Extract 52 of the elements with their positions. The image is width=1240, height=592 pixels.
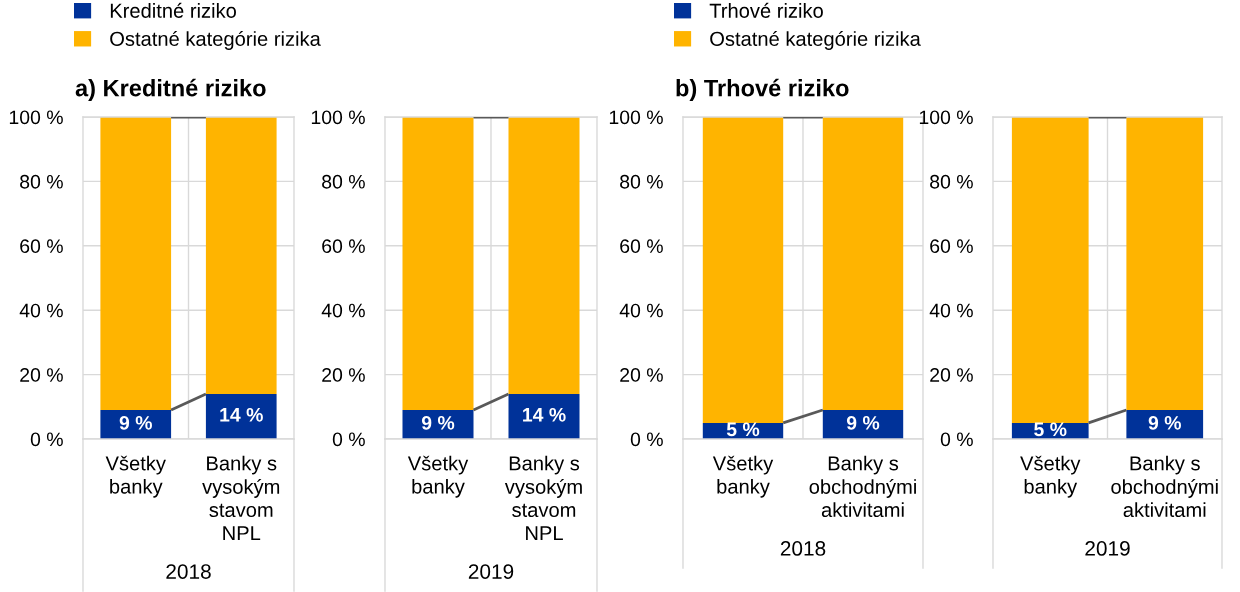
y-tick-label: 80 %: [322, 174, 365, 189]
y-tick-label: 0 %: [940, 432, 973, 447]
x-tick-label: Banky s vysokým stavom NPL: [504, 455, 582, 541]
y-tick-label: 80 %: [930, 174, 973, 189]
legend-label: Ostatné kategórie rizika: [110, 30, 321, 50]
x-tick-label: Banky s vysokým stavom NPL: [202, 455, 280, 541]
y-tick-label: 100 %: [609, 110, 663, 125]
y-tick-label: 100 %: [311, 110, 365, 125]
y-tick-label: 80 %: [20, 174, 63, 189]
x-tick-label: Všetky banky: [407, 455, 469, 498]
data-label: 9 %: [119, 415, 152, 430]
data-label: 5 %: [1034, 422, 1067, 437]
legend-label: Trhové riziko: [709, 2, 823, 18]
x-tick-label: Banky s obchodnými aktivitami: [809, 455, 916, 518]
chart-title: b) Trhové riziko: [676, 78, 849, 102]
bar: [205, 393, 277, 439]
y-tick-label: 60 %: [620, 239, 663, 254]
x-tick-label: Všetky banky: [1020, 455, 1081, 498]
bar: [508, 393, 580, 439]
x-axis-title: 2018: [780, 541, 826, 556]
chart-title: a) Kreditné riziko: [75, 78, 266, 102]
data-label: 9 %: [846, 415, 880, 430]
y-tick-label: 0 %: [630, 432, 663, 447]
y-tick-label: 40 %: [321, 303, 365, 318]
data-label: 9 %: [421, 415, 455, 430]
data-label: 5 %: [726, 422, 760, 437]
x-axis-title: 2019: [468, 564, 514, 579]
y-tick-label: 40 %: [619, 303, 663, 318]
y-tick-label: 20 %: [322, 368, 365, 382]
y-tick-label: 60 %: [930, 239, 973, 254]
y-tick-label: 60 %: [322, 239, 365, 254]
x-tick-label: Všetky banky: [105, 455, 166, 498]
x-axis-title: 2019: [1085, 541, 1130, 556]
y-tick-label: 40 %: [929, 303, 973, 318]
x-tick-label: Banky s obchodnými aktivitami: [1111, 455, 1218, 518]
legend-label: Kreditné riziko: [110, 2, 236, 18]
data-label: 14 %: [220, 407, 263, 422]
y-tick-label: 100 %: [9, 110, 63, 125]
y-tick-label: 40 %: [19, 303, 63, 318]
x-axis-title: 2018: [166, 564, 211, 579]
legend-label: Ostatné kategórie rizika: [710, 30, 921, 50]
y-tick-label: 20 %: [620, 368, 663, 382]
data-label: 14 %: [523, 407, 566, 422]
y-tick-label: 0 %: [332, 432, 365, 447]
y-tick-label: 80 %: [620, 174, 663, 189]
y-tick-label: 60 %: [20, 239, 63, 254]
y-tick-label: 0 %: [30, 432, 63, 447]
y-tick-label: 20 %: [20, 368, 63, 382]
y-tick-label: 20 %: [930, 368, 973, 382]
x-tick-label: Všetky banky: [712, 455, 774, 498]
data-label: 9 %: [1148, 415, 1181, 430]
y-tick-label: 100 %: [919, 110, 973, 125]
